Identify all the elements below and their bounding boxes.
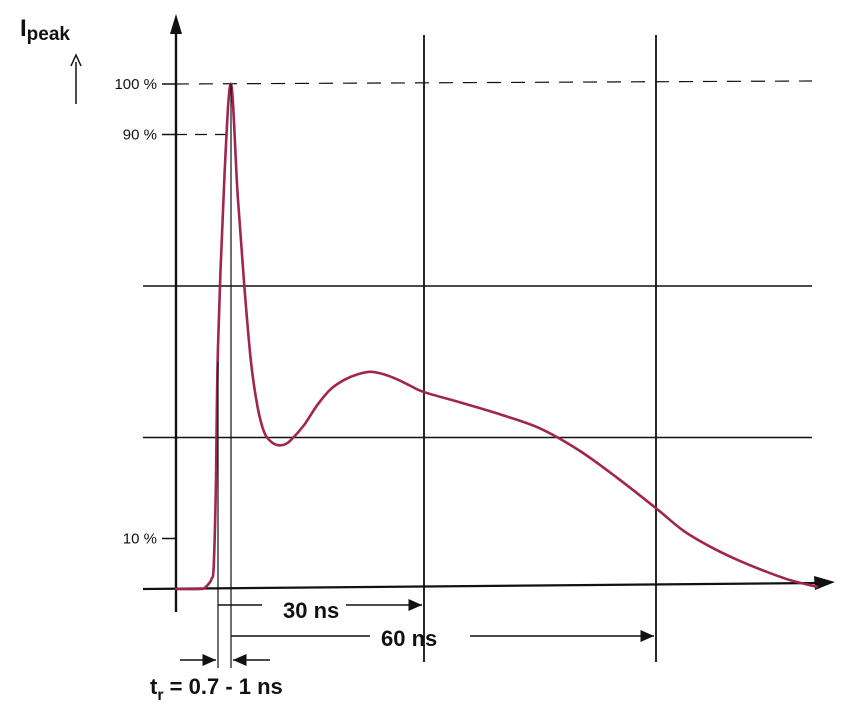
annotation-layer bbox=[180, 84, 654, 668]
svg-text:Ipeak: Ipeak bbox=[20, 15, 70, 45]
x-axis bbox=[142, 581, 819, 591]
grid-layer bbox=[143, 35, 813, 662]
y-tick-label: 90 % bbox=[123, 127, 157, 144]
reference-line-100 bbox=[174, 80, 813, 85]
annotation-30ns: 30 ns bbox=[283, 598, 339, 623]
annotation-60ns: 60 ns bbox=[381, 626, 437, 651]
y-axis-label-arrowhead bbox=[70, 53, 82, 67]
rise-time-subscript: r bbox=[157, 687, 163, 704]
x-axis-arrowhead bbox=[814, 576, 835, 590]
series-line-current bbox=[174, 82, 819, 591]
series-layer bbox=[174, 82, 819, 591]
rise-time-symbol: t bbox=[150, 674, 158, 699]
y-axis-arrowhead bbox=[170, 14, 182, 34]
y-tick-label: 10 % bbox=[123, 531, 157, 548]
y-axis-label: Ipeak bbox=[20, 15, 70, 45]
axes-layer bbox=[142, 14, 835, 612]
y-tick-label: 100 % bbox=[114, 76, 157, 93]
y-axis-label-sub: peak bbox=[27, 24, 71, 45]
rise-time-value: = 0.7 - 1 ns bbox=[164, 674, 283, 699]
y-ticks-layer: 100 % 90 % 10 % bbox=[114, 76, 176, 548]
y-axis-label-main: I bbox=[20, 15, 27, 42]
annotation-rise-time: tr = 0.7 - 1 ns bbox=[150, 674, 283, 704]
